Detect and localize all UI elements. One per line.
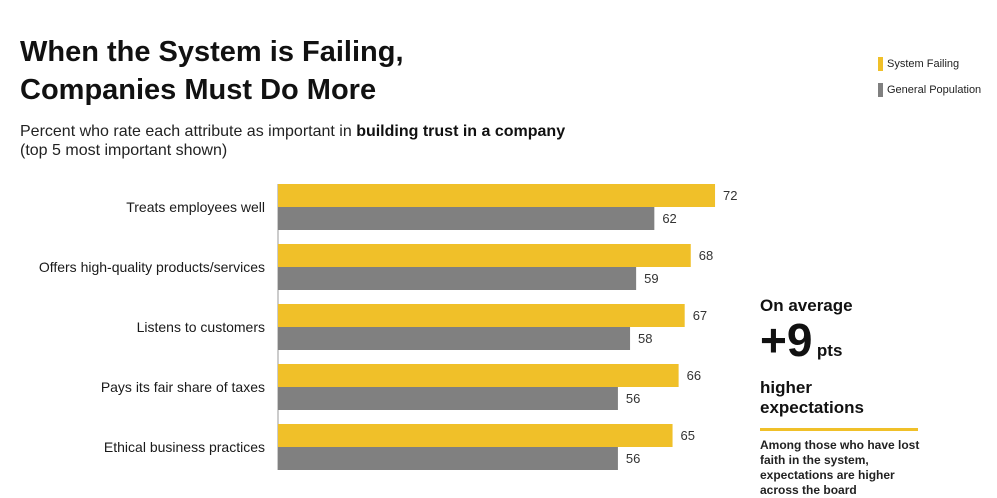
- bar-system-failing: [278, 304, 685, 327]
- callout: On average +9 pts higher expectations Am…: [760, 296, 920, 498]
- data-label: 65: [681, 428, 695, 443]
- title-line-1: When the System is Failing,: [20, 36, 404, 68]
- title-line-2: Companies Must Do More: [20, 74, 377, 106]
- category-label: Listens to customers: [137, 319, 265, 335]
- data-label: 67: [693, 308, 707, 323]
- legend-item-general-population: General Population: [878, 82, 981, 98]
- legend-label-general-population: General Population: [887, 84, 982, 96]
- callout-note: Among those who have lost faith in the s…: [760, 438, 920, 497]
- bar-general-population: [278, 267, 637, 290]
- subtitle-note: (top 5 most important shown): [20, 142, 228, 159]
- legend-item-system-failing: System Failing: [878, 56, 981, 72]
- data-label: 59: [644, 271, 658, 286]
- category-label: Offers high-quality products/services: [39, 259, 265, 275]
- bar-general-population: [278, 207, 655, 230]
- legend: System Failing General Population: [878, 56, 981, 98]
- bar-general-population: [278, 327, 631, 350]
- subtitle-prefix: Percent who rate each attribute as impor…: [20, 123, 357, 140]
- legend-swatch-system-failing: [878, 57, 883, 71]
- callout-divider: [760, 428, 918, 431]
- callout-figure: +9 pts: [760, 317, 920, 374]
- bar-system-failing: [278, 364, 679, 387]
- category-label: Treats employees well: [126, 199, 265, 215]
- callout-unit: pts: [816, 341, 843, 360]
- bar-system-failing: [278, 184, 716, 207]
- bar-general-population: [278, 387, 618, 410]
- bar-system-failing: [278, 244, 691, 267]
- callout-heading: On average: [760, 296, 853, 315]
- subtitle-emphasis: building trust in a company: [356, 123, 566, 140]
- data-label: 66: [687, 368, 701, 383]
- data-label: 56: [626, 391, 640, 406]
- category-label: Ethical business practices: [104, 439, 265, 455]
- data-label: 62: [662, 211, 676, 226]
- callout-subheading: higher expectations: [760, 378, 864, 417]
- chart-subtitle: Percent who rate each attribute as impor…: [20, 122, 565, 160]
- chart-title: When the System is Failing, Companies Mu…: [20, 33, 404, 109]
- legend-label-system-failing: System Failing: [887, 58, 960, 70]
- bar-general-population: [278, 447, 618, 470]
- data-label: 72: [723, 188, 737, 203]
- data-label: 68: [699, 248, 713, 263]
- bar-system-failing: [278, 424, 673, 447]
- callout-value: +9: [760, 314, 813, 366]
- category-label: Pays its fair share of taxes: [101, 379, 265, 395]
- legend-swatch-general-population: [878, 83, 883, 97]
- data-label: 56: [626, 451, 640, 466]
- data-label: 58: [638, 331, 652, 346]
